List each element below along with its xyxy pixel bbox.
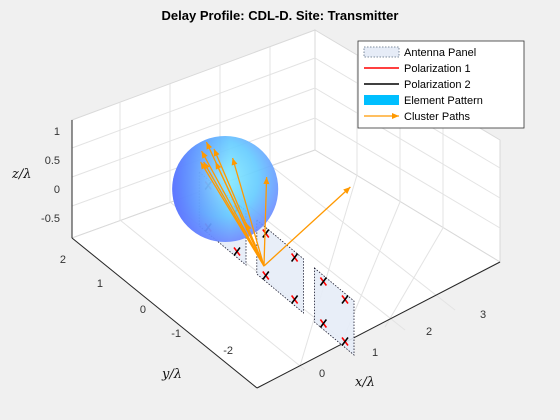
legend-items: Antenna Panel Polarization 1 Polarization … — [363, 46, 483, 123]
x-tick-label: 3 — [480, 309, 486, 321]
polarization-2-mark — [262, 229, 270, 238]
legend-swatch-arrow-head — [392, 113, 399, 119]
z-tick-label: -0.5 — [41, 213, 60, 225]
axis-line-y — [71, 237, 258, 389]
x-tick-label: 1 — [372, 347, 378, 359]
cluster-paths — [200, 141, 351, 267]
polarization-2-mark — [233, 247, 241, 256]
z-tick-label: 1 — [54, 126, 60, 138]
y-tick-label: 1 — [97, 278, 103, 290]
z-tick-label: 0 — [54, 184, 60, 196]
cluster-path — [215, 161, 265, 267]
cluster-path-head — [231, 158, 238, 166]
cluster-path — [231, 157, 265, 267]
cluster-path-head — [203, 162, 210, 170]
legend-label: Cluster Paths — [404, 111, 471, 123]
axis-ticks: -0.5 0 0.5 1 -2 -1 0 1 2 0 1 2 3 — [41, 126, 486, 380]
legend-label: Polarization 2 — [404, 79, 471, 91]
polarization-2-mark — [341, 337, 349, 346]
y-tick-label: 0 — [140, 304, 146, 316]
cluster-path-head — [263, 177, 270, 185]
cluster-path-head — [206, 142, 213, 150]
element-pattern-sphere — [172, 136, 279, 242]
polarization-2-mark — [341, 295, 349, 304]
cluster-path-head — [213, 149, 220, 157]
x-axis-label: x/λ — [355, 375, 375, 390]
cluster-path — [213, 148, 265, 267]
polarization-2-mark — [319, 319, 328, 328]
polarization-2-mark — [262, 271, 270, 280]
legend-label: Antenna Panel — [404, 47, 476, 59]
cluster-path-head — [215, 162, 222, 170]
antenna-panel — [256, 219, 305, 314]
polarization-2-mark — [319, 277, 328, 286]
cluster-path-head — [201, 151, 208, 159]
polarization-2-mark — [290, 253, 299, 262]
axis-line-x — [256, 261, 501, 389]
x-tick-label: 0 — [319, 368, 325, 380]
legend-swatch-patch — [364, 95, 399, 105]
legend: Antenna Panel Polarization 1 Polarization … — [357, 40, 525, 129]
y-axis-label: y/λ — [161, 367, 182, 382]
element-pattern-shading — [172, 136, 279, 242]
axis-labels: z/λ y/λ x/λ — [11, 167, 375, 390]
antenna-panel — [313, 267, 355, 356]
legend-swatch-panel — [363, 46, 400, 58]
y-tick-label: -2 — [223, 345, 233, 357]
cluster-path-head — [343, 187, 351, 194]
polarization-2-mark — [290, 295, 299, 304]
x-tick-label: 2 — [426, 326, 432, 338]
z-tick-label: 0.5 — [45, 155, 60, 167]
y-tick-label: -1 — [171, 328, 181, 340]
legend-label: Element Pattern — [404, 95, 483, 107]
cluster-path — [263, 176, 268, 267]
y-tick-label: 2 — [60, 254, 66, 266]
cluster-path — [263, 186, 351, 267]
z-axis-label: z/λ — [11, 167, 31, 182]
legend-label: Polarization 1 — [404, 63, 471, 75]
chart-title: Delay Profile: CDL-D. Site: Transmitter — [161, 8, 399, 23]
cluster-path-head — [200, 162, 207, 170]
cluster-path — [203, 161, 265, 267]
